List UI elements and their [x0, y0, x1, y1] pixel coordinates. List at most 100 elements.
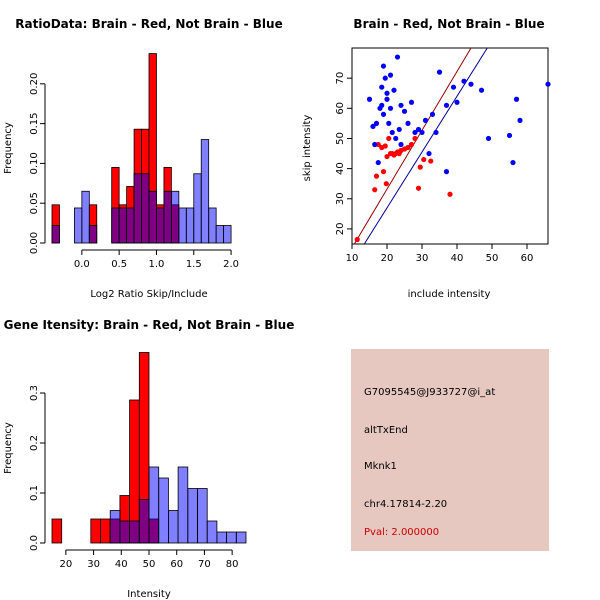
histogram-bar-not-brain — [126, 207, 135, 244]
gene-intensity-title: Gene Itensity: Brain - Red, Not Brain - … — [4, 318, 295, 332]
scatter-point-brain — [417, 164, 423, 170]
scatter-point-brain — [447, 191, 453, 197]
y-tick-label: 20 — [335, 223, 346, 236]
scatter-point-not-brain — [443, 102, 450, 108]
scatter-point-not-brain — [412, 129, 418, 136]
ratio-histogram-xlabel: Log2 Ratio Skip/Include — [90, 289, 207, 300]
scatter-point-not-brain — [506, 132, 513, 139]
scatter-point-not-brain — [426, 150, 432, 157]
scatter-point-brain — [380, 169, 387, 175]
histogram-bar-not-brain — [208, 207, 217, 244]
histogram-bar-brain — [100, 518, 111, 544]
y-tick-label: 30 — [335, 192, 346, 205]
x-tick-label: 50 — [143, 559, 156, 570]
scatter-point-brain — [412, 135, 418, 142]
scatter-point-not-brain — [401, 108, 408, 114]
scatter-point-not-brain — [380, 111, 387, 117]
histogram-bar-not-brain — [81, 190, 90, 244]
gene-intensity-histogram-panel: Gene Itensity: Brain - Red, Not Brain - … — [3, 318, 294, 600]
y-tick-label: 60 — [335, 102, 346, 115]
x-tick-label: 30 — [416, 253, 429, 264]
scatter-point-brain — [354, 236, 360, 243]
scatter-point-not-brain — [510, 159, 516, 166]
gene-name: Mknk1 — [364, 461, 397, 472]
y-tick-label: 0.20 — [29, 73, 40, 95]
scatter-point-not-brain — [382, 75, 388, 81]
histogram-bar-not-brain — [223, 225, 232, 244]
y-tick-label: 0.10 — [29, 152, 40, 174]
scatter-plot-box — [351, 47, 549, 245]
scatter-point-brain — [428, 158, 434, 164]
scatter-point-brain — [383, 181, 389, 187]
y-tick-label: 40 — [335, 162, 346, 175]
scatter-point-not-brain — [384, 96, 390, 102]
scatter-ylabel: skip intensity — [302, 115, 313, 182]
x-tick-label: 20 — [381, 253, 394, 264]
histogram-bar-not-brain — [200, 139, 210, 244]
histogram-bar-not-brain — [216, 531, 227, 544]
scatter-point-brain — [415, 185, 422, 191]
genomic-location: chr4.17814-2.20 — [364, 499, 448, 510]
scatter-point-not-brain — [387, 105, 394, 111]
scatter-point-not-brain — [454, 99, 460, 105]
x-tick-label: 1.5 — [186, 259, 202, 270]
probe-info-panel: G7095545@J933727@i_at altTxEnd Mknk1 chr… — [351, 349, 549, 551]
ratio-histogram-panel: RatioData: Brain - Red, Not Brain - Blue… — [3, 17, 283, 300]
scatter-point-not-brain — [513, 96, 520, 102]
x-tick-label: 1.0 — [149, 259, 165, 270]
histogram-bar-not-brain — [118, 207, 128, 244]
scatter-point-not-brain — [478, 87, 485, 93]
histogram-bar-not-brain — [235, 531, 247, 544]
histogram-bar-brain — [51, 518, 63, 544]
x-tick-label: 0.5 — [111, 259, 127, 270]
scatter-xlabel: include intensity — [408, 289, 491, 300]
scatter-point-not-brain — [415, 126, 422, 133]
histogram-bar-not-brain — [178, 207, 187, 244]
histogram-bar-not-brain — [148, 466, 160, 544]
scatter-point-not-brain — [370, 123, 376, 129]
probe-id: G7095545@J933727@i_at — [364, 387, 496, 398]
x-tick-label: 60 — [170, 559, 183, 570]
scatter-point-not-brain — [389, 129, 395, 136]
histogram-bar-not-brain — [187, 488, 198, 544]
histogram-bar-not-brain — [158, 477, 169, 544]
scatter-point-not-brain — [450, 84, 457, 90]
scatter-point-not-brain — [419, 129, 425, 136]
x-tick-label: 2.0 — [223, 259, 239, 270]
histogram-bar-not-brain — [193, 173, 202, 244]
x-tick-label: 40 — [115, 559, 128, 570]
intensity-scatter-panel: Brain - Red, Not Brain - Blue 10 20 30 40 50… — [302, 17, 551, 300]
scatter-point-not-brain — [408, 99, 415, 105]
scatter-point-not-brain — [391, 87, 397, 93]
x-tick-label: 0.0 — [74, 259, 90, 270]
histogram-bar-not-brain — [133, 173, 142, 244]
x-tick-label: 20 — [59, 559, 72, 570]
y-tick-label: 0.00 — [29, 232, 40, 254]
histogram-bar-not-brain — [73, 207, 83, 244]
scatter-point-not-brain — [384, 90, 390, 96]
histogram-bar-not-brain — [119, 520, 131, 544]
scatter-point-brain — [386, 135, 392, 142]
scatter-point-brain — [372, 187, 378, 193]
scatter-point-not-brain — [393, 135, 399, 142]
scatter-point-not-brain — [380, 63, 387, 69]
scatter-point-not-brain — [366, 96, 373, 102]
scatter-point-not-brain — [373, 120, 380, 126]
scatter-point-brain — [382, 143, 388, 149]
histogram-bar-not-brain — [206, 520, 218, 544]
scatter-point-not-brain — [405, 120, 411, 126]
y-tick-label: 70 — [335, 72, 346, 85]
scatter-point-not-brain — [394, 54, 401, 60]
scatter-point-not-brain — [436, 69, 443, 75]
scatter-point-brain — [405, 144, 411, 151]
scatter-point-not-brain — [545, 81, 551, 87]
histogram-bar-not-brain — [167, 510, 179, 544]
scatter-point-brain — [384, 153, 390, 160]
x-tick-label: 70 — [198, 559, 211, 570]
gene-intensity-ylabel: Frequency — [3, 422, 14, 474]
ratio-histogram-ylabel: Frequency — [3, 122, 14, 174]
histogram-bar-not-brain — [170, 190, 180, 244]
scatter-point-not-brain — [398, 102, 404, 108]
x-tick-label: 60 — [521, 253, 534, 264]
